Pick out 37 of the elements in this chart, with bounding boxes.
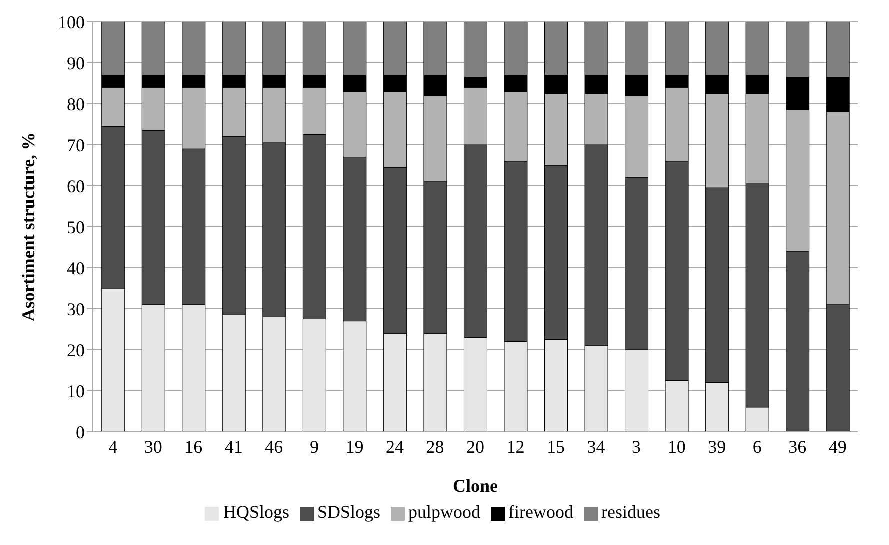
- x-tick-label: 16: [184, 436, 203, 457]
- legend-label: firewood: [508, 502, 574, 522]
- y-tick-label: 30: [67, 299, 85, 320]
- x-axis-title: Clone: [453, 476, 498, 496]
- y-tick-label: 10: [67, 381, 85, 402]
- x-tick-label: 12: [506, 436, 525, 457]
- x-tick-label: 30: [144, 436, 162, 457]
- y-tick-label: 20: [67, 340, 85, 360]
- x-tick-label: 15: [547, 436, 566, 457]
- x-tick-label: 28: [426, 436, 444, 457]
- y-tick-label: 80: [67, 94, 85, 114]
- x-tick-label: 41: [224, 436, 243, 457]
- x-tick-label: 9: [310, 436, 319, 457]
- legend-label: pulpwood: [408, 502, 481, 522]
- y-tick-label: 90: [67, 53, 85, 74]
- x-tick-label: 24: [386, 436, 404, 457]
- y-axis-title: Asortiment structure, %: [18, 132, 38, 322]
- x-tick-label: 20: [466, 436, 484, 457]
- x-tick-label: 39: [708, 436, 726, 457]
- legend-label: SDSlogs: [318, 502, 381, 522]
- x-tick-label: 19: [346, 436, 364, 457]
- legend-label: HQSlogs: [223, 502, 290, 522]
- legend-label: residues: [602, 502, 660, 522]
- x-tick-label: 49: [828, 436, 847, 457]
- x-tick-label: 36: [788, 436, 807, 457]
- x-tick-label: 10: [668, 436, 686, 457]
- x-tick-label: 46: [265, 436, 284, 457]
- y-tick-label: 0: [76, 422, 85, 442]
- x-tick-label: 6: [752, 436, 762, 457]
- y-tick-label: 60: [67, 176, 85, 196]
- y-tick-label: 50: [67, 217, 85, 238]
- y-tick-label: 40: [67, 258, 85, 278]
- x-tick-label: 3: [632, 436, 642, 457]
- y-tick-label: 100: [58, 12, 85, 32]
- x-tick-label: 34: [587, 436, 606, 457]
- y-tick-label: 70: [67, 135, 85, 156]
- x-tick-label: 4: [108, 436, 118, 457]
